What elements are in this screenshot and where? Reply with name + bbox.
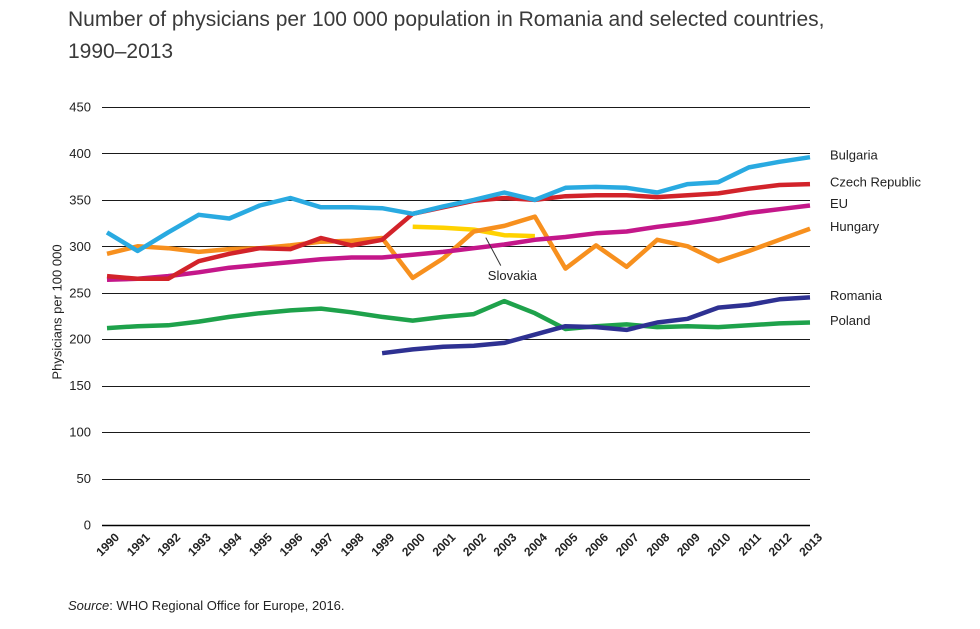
x-tick-label: 2005 [552, 530, 581, 559]
gridlines [102, 107, 810, 527]
series-line-romania [381, 295, 811, 356]
x-tick-label: 2007 [613, 530, 642, 559]
x-tick-label: 1996 [277, 530, 306, 559]
series-line-bulgaria [105, 154, 811, 254]
x-tick-label: 2010 [705, 530, 734, 559]
series-label-slovakia: Slovakia [488, 268, 538, 283]
source-label: Source [68, 598, 110, 613]
source-note: Source: WHO Regional Office for Europe, … [68, 597, 345, 615]
x-tick-label: 2012 [766, 530, 795, 559]
x-tick-label: 2003 [491, 530, 520, 559]
y-axis-label: Physicians per 100 000 [50, 244, 65, 379]
y-tick-label: 450 [69, 100, 91, 115]
x-tick-label: 2008 [644, 530, 673, 559]
x-tick-label: 1995 [246, 530, 275, 559]
x-tick-label: 1998 [338, 530, 367, 559]
series-line-hungary [106, 214, 811, 281]
y-tick-label: 250 [69, 285, 91, 300]
x-tick-label: 1999 [368, 530, 397, 559]
y-tick-label: 300 [69, 239, 91, 254]
series-line-eu [106, 203, 811, 283]
source-text: : WHO Regional Office for Europe, 2016. [109, 598, 345, 613]
x-tick-label: 1993 [185, 530, 214, 559]
x-tick-label: 2009 [674, 530, 703, 559]
series-label-eu: EU [830, 196, 848, 211]
series-label-czech-republic: Czech Republic [830, 175, 922, 190]
y-tick-label: 50 [77, 471, 91, 486]
series-label-poland: Poland [830, 313, 870, 328]
y-tick-label: 100 [69, 425, 91, 440]
x-tick-label: 1997 [307, 530, 336, 559]
x-tick-labels: 1990 1991 1992 1993 1994 1995 1996 1997 1998 1999… [93, 530, 825, 559]
leader-line-slovakia [485, 237, 502, 266]
y-tick-labels: 0 50 100 150 200 250 300 350 400 450 [69, 100, 91, 533]
x-tick-label: 1990 [93, 530, 122, 559]
series-lines [105, 154, 811, 356]
x-tick-label: 1991 [124, 530, 153, 559]
x-tick-label: 2013 [796, 530, 825, 559]
series-label-bulgaria: Bulgaria [830, 148, 878, 163]
y-tick-label: 200 [69, 332, 91, 347]
x-tick-label: 2000 [399, 530, 428, 559]
series-line-poland [106, 298, 811, 332]
x-tick-label: 2002 [460, 530, 489, 559]
x-tick-label: 2011 [736, 530, 765, 559]
y-tick-label: 350 [69, 192, 91, 207]
x-tick-label: 2001 [430, 530, 459, 559]
y-tick-label: 400 [69, 146, 91, 161]
series-label-romania: Romania [830, 288, 883, 303]
series-label-hungary: Hungary [830, 219, 880, 234]
series-labels: Bulgaria Czech Republic EU Hungary Slovakia R… [485, 148, 922, 328]
y-tick-label: 150 [69, 378, 91, 393]
series-line-czech-republic [106, 181, 811, 282]
x-tick-label: 2006 [582, 530, 611, 559]
chart-title: Number of physicians per 100 000 populat… [68, 8, 825, 63]
x-tick-label: 2004 [521, 530, 550, 559]
x-tick-label: 1994 [216, 530, 245, 559]
y-tick-label: 0 [84, 518, 91, 533]
x-tick-label: 1992 [154, 530, 183, 559]
